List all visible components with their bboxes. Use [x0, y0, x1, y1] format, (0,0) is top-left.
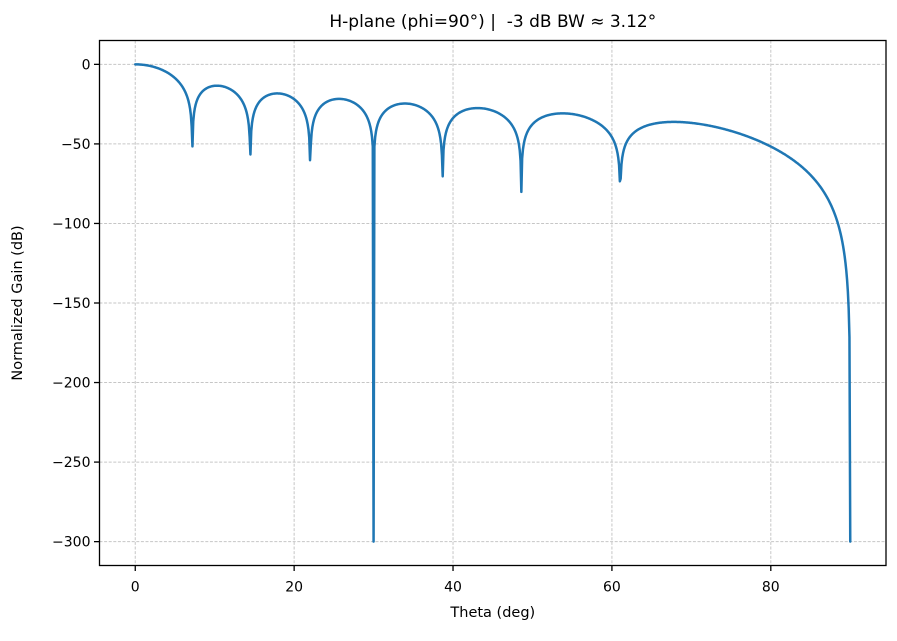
y-tick-label: 0: [82, 57, 91, 73]
tick-layer: 0 20 40 60 80 0 −50 −100 −150 −200 −250 −300: [52, 57, 780, 595]
y-tick-label: −300: [52, 535, 90, 551]
y-tick-label: −50: [61, 137, 91, 153]
x-axis-label: Theta (deg): [449, 605, 535, 621]
h-plane-curve: [134, 63, 852, 543]
x-tick-label: 60: [603, 580, 621, 596]
y-tick-label: −200: [52, 376, 90, 392]
grid-layer: [99, 40, 886, 566]
y-axis-label: Normalized Gain (dB): [10, 225, 26, 380]
x-tick-label: 80: [762, 580, 780, 596]
x-tick-label: 20: [285, 580, 303, 596]
y-tick-label: −250: [52, 455, 90, 471]
y-tick-label: −150: [52, 296, 90, 312]
x-tick-label: 40: [444, 580, 462, 596]
x-tick-label: 0: [131, 580, 140, 596]
y-tick-label: −100: [52, 216, 90, 232]
chart-title: H-plane (phi=90°) | -3 dB BW ≈ 3.12°: [329, 12, 656, 32]
